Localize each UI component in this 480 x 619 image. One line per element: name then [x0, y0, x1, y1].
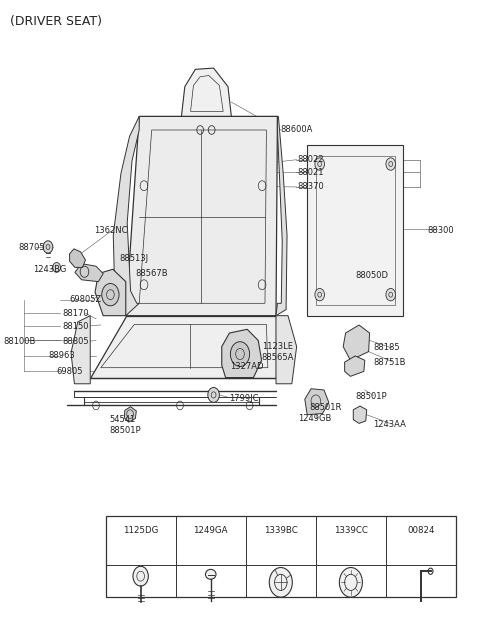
Circle shape: [230, 342, 250, 366]
Text: 1362NC: 1362NC: [94, 227, 127, 235]
Text: 1339CC: 1339CC: [334, 526, 368, 535]
Text: 88100B: 88100B: [4, 337, 36, 346]
Text: 88501P: 88501P: [355, 392, 387, 400]
Polygon shape: [222, 329, 262, 378]
Text: (DRIVER SEAT): (DRIVER SEAT): [10, 15, 102, 28]
Text: 88805: 88805: [62, 337, 89, 346]
Text: 1243AA: 1243AA: [373, 420, 406, 429]
Text: 88370: 88370: [298, 183, 324, 191]
Text: 88170: 88170: [62, 309, 89, 318]
Circle shape: [315, 288, 324, 301]
Text: 1249GB: 1249GB: [298, 414, 331, 423]
Circle shape: [53, 262, 60, 272]
Polygon shape: [343, 325, 370, 360]
Text: 1327AD: 1327AD: [230, 362, 264, 371]
Polygon shape: [75, 264, 103, 282]
Text: 1339BC: 1339BC: [264, 526, 298, 535]
Text: 88021: 88021: [298, 168, 324, 176]
Polygon shape: [113, 116, 139, 316]
Text: 88150: 88150: [62, 322, 89, 331]
Polygon shape: [353, 406, 367, 423]
Text: 1799JC: 1799JC: [229, 394, 259, 403]
Text: 88513J: 88513J: [119, 254, 148, 263]
Text: 1243BG: 1243BG: [33, 266, 66, 274]
Text: 69805: 69805: [57, 367, 83, 376]
Text: 88501R: 88501R: [310, 403, 342, 412]
Polygon shape: [124, 407, 136, 422]
Polygon shape: [90, 316, 276, 378]
Polygon shape: [276, 116, 287, 316]
Text: 88963: 88963: [48, 352, 75, 360]
Text: 00824: 00824: [407, 526, 435, 535]
Polygon shape: [345, 356, 365, 376]
Polygon shape: [276, 316, 297, 384]
Polygon shape: [95, 269, 126, 316]
Circle shape: [386, 288, 396, 301]
Circle shape: [386, 158, 396, 170]
Circle shape: [208, 387, 219, 402]
Text: 54541: 54541: [109, 415, 136, 424]
Bar: [106, 516, 456, 597]
Text: 88600A: 88600A: [281, 126, 313, 134]
Text: 88300: 88300: [427, 226, 454, 235]
Text: 1123LE: 1123LE: [262, 342, 293, 351]
Text: 88050D: 88050D: [355, 271, 388, 280]
Circle shape: [315, 158, 324, 170]
Text: 69805Z: 69805Z: [70, 295, 102, 304]
Text: 88565A: 88565A: [262, 353, 294, 362]
Circle shape: [43, 241, 53, 253]
Polygon shape: [181, 68, 232, 121]
Text: 1249GA: 1249GA: [193, 526, 228, 535]
Polygon shape: [71, 316, 90, 384]
Circle shape: [133, 566, 148, 586]
Text: 88705: 88705: [18, 243, 45, 252]
Text: 88022: 88022: [298, 155, 324, 164]
Polygon shape: [305, 389, 329, 415]
Text: 88185: 88185: [373, 344, 400, 352]
Polygon shape: [126, 116, 277, 316]
Polygon shape: [70, 249, 85, 267]
Circle shape: [269, 568, 292, 597]
Ellipse shape: [205, 569, 216, 579]
Text: 88751B: 88751B: [373, 358, 406, 366]
Circle shape: [339, 568, 362, 597]
Text: 88501P: 88501P: [109, 426, 141, 435]
Polygon shape: [307, 145, 403, 316]
Circle shape: [102, 284, 119, 306]
Text: 88567B: 88567B: [136, 269, 168, 278]
Text: 1125DG: 1125DG: [123, 526, 158, 535]
